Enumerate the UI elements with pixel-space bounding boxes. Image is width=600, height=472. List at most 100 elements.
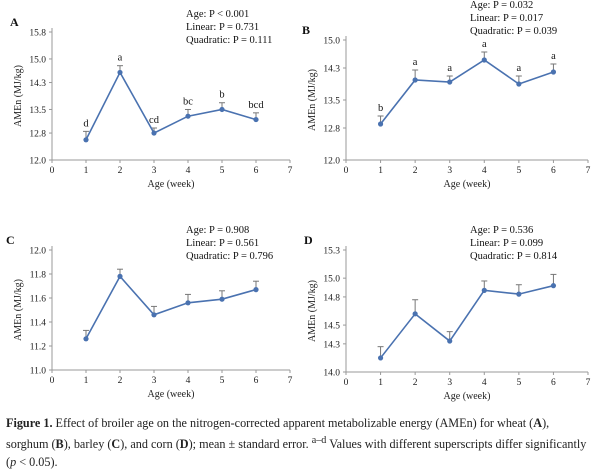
- data-point-d-5: [516, 291, 522, 297]
- x-tick-label-a-2: 2: [118, 166, 123, 176]
- y-tick-label-b-3: 14.3: [323, 65, 340, 75]
- x-tick-label-a-3: 3: [152, 166, 157, 176]
- y-tick-label-d-4: 15.0: [323, 275, 340, 285]
- stat-line-a-1: Age: P < 0.001: [186, 9, 249, 20]
- data-point-b-2: [412, 77, 418, 83]
- y-tick-label-c-0: 11.0: [30, 367, 47, 377]
- x-tick-label-d-2: 2: [413, 378, 418, 388]
- x-tick-label-c-0: 0: [50, 376, 55, 386]
- panel-label-c: C: [6, 233, 15, 247]
- x-tick-label-a-1: 1: [84, 166, 89, 176]
- sig-letter-b-5: a: [517, 63, 522, 74]
- x-axis-title-c: Age (week): [148, 389, 195, 400]
- caption-text-6: Values with different superscripts diffe…: [6, 437, 587, 470]
- data-point-c-4: [185, 300, 191, 306]
- x-tick-label-b-7: 7: [586, 166, 591, 176]
- caption-panel-b: B: [55, 437, 64, 452]
- y-tick-label-b-1: 12.8: [323, 125, 340, 135]
- y-tick-label-c-3: 11.6: [30, 295, 47, 305]
- figure-caption: Figure 1. Effect of broiler age on the n…: [6, 414, 594, 471]
- caption-text-2: ), sorghum (: [6, 416, 550, 452]
- y-axis-title-b: AMEn (MJ/kg): [307, 69, 318, 131]
- y-tick-label-b-0: 12.0: [323, 157, 340, 167]
- stat-line-a-3: Quadratic: P = 0.111: [186, 35, 272, 46]
- x-tick-label-b-6: 6: [551, 166, 556, 176]
- y-tick-label-d-0: 14.0: [323, 369, 340, 379]
- caption-text-7: < 0.05).: [16, 455, 58, 470]
- x-axis-title-b: Age (week): [444, 179, 491, 190]
- y-tick-label-a-4: 15.0: [29, 55, 46, 65]
- y-tick-label-b-2: 13.5: [323, 97, 340, 107]
- x-tick-label-b-3: 3: [447, 166, 452, 176]
- x-tick-label-d-4: 4: [482, 378, 487, 388]
- y-tick-label-d-1: 14.3: [323, 340, 340, 350]
- data-point-c-5: [219, 296, 225, 302]
- y-tick-label-c-5: 12.0: [29, 247, 46, 257]
- sig-letter-a-3: cd: [149, 115, 160, 126]
- sig-letter-b-6: a: [551, 51, 556, 62]
- stat-line-b-2: Linear: P = 0.017: [470, 13, 543, 24]
- series-line-d: [379, 284, 554, 359]
- x-tick-label-b-0: 0: [344, 166, 349, 176]
- y-tick-label-b-4: 15.0: [323, 37, 340, 47]
- data-point-d-4: [481, 287, 487, 293]
- sig-letter-b-2: a: [413, 57, 418, 68]
- data-point-c-3: [151, 312, 157, 318]
- data-point-b-6: [550, 69, 557, 75]
- panel-label-a: A: [10, 15, 19, 29]
- data-point-a-4: [185, 113, 191, 119]
- stat-line-c-1: Age: P = 0.908: [186, 225, 249, 236]
- y-tick-label-c-1: 11.2: [30, 343, 47, 353]
- stat-line-d-3: Quadratic: P = 0.814: [470, 251, 558, 262]
- x-tick-label-a-5: 5: [220, 166, 225, 176]
- data-point-a-3: [151, 130, 157, 136]
- sig-letter-b-4: a: [482, 39, 487, 50]
- x-tick-label-c-5: 5: [220, 376, 225, 386]
- x-tick-label-d-6: 6: [551, 378, 556, 388]
- y-axis-title-d: AMEn (MJ/kg): [307, 280, 318, 342]
- y-tick-label-d-2: 14.5: [323, 322, 340, 332]
- caption-panel-d: D: [179, 437, 189, 452]
- y-tick-label-d-3: 14.8: [323, 293, 340, 303]
- sig-letter-a-1: d: [83, 118, 89, 129]
- sig-letter-a-4: bc: [183, 96, 193, 107]
- stat-line-b-3: Quadratic: P = 0.039: [470, 26, 557, 37]
- x-tick-label-d-0: 0: [344, 378, 349, 388]
- x-tick-label-d-1: 1: [378, 378, 383, 388]
- y-tick-label-a-3: 14.3: [29, 79, 46, 89]
- caption-text-3: ), barley (: [63, 437, 112, 452]
- y-tick-label-a-2: 13.5: [29, 106, 46, 116]
- caption-text-1: Effect of broiler age on the nitrogen-co…: [52, 416, 534, 430]
- caption-panel-c: C: [111, 437, 121, 452]
- y-tick-label-c-4: 11.8: [30, 271, 47, 281]
- stat-line-c-2: Linear: P = 0.561: [186, 238, 259, 249]
- x-tick-label-d-5: 5: [516, 378, 521, 388]
- stat-line-b-1: Age: P = 0.032: [470, 0, 533, 11]
- x-tick-label-c-6: 6: [254, 376, 259, 386]
- caption-superscript: a–d: [311, 435, 327, 446]
- data-point-a-6: [253, 116, 259, 123]
- data-point-a-1: [83, 137, 89, 143]
- caption-text-4: ), and corn (: [120, 437, 180, 452]
- x-tick-label-b-1: 1: [378, 166, 383, 176]
- y-tick-label-a-0: 12.0: [29, 157, 46, 167]
- data-point-d-3: [447, 338, 453, 344]
- x-tick-label-b-2: 2: [413, 166, 418, 176]
- caption-panel-a: A: [533, 416, 543, 430]
- sig-letter-b-1: b: [378, 103, 383, 114]
- data-point-b-4: [481, 57, 487, 63]
- x-tick-label-c-2: 2: [118, 376, 123, 386]
- x-tick-label-d-3: 3: [447, 378, 452, 388]
- data-point-d-1: [377, 355, 384, 361]
- x-tick-label-b-4: 4: [482, 166, 487, 176]
- x-axis-title-d: Age (week): [444, 391, 491, 402]
- stat-line-c-3: Quadratic: P = 0.796: [186, 251, 273, 262]
- x-tick-label-c-4: 4: [186, 376, 191, 386]
- y-tick-label-a-5: 15.8: [29, 29, 46, 39]
- x-tick-label-a-6: 6: [254, 166, 259, 176]
- data-point-d-6: [550, 283, 557, 289]
- y-axis-title-c: AMEn (MJ/kg): [13, 279, 24, 341]
- sig-letter-a-2: a: [118, 53, 123, 64]
- y-axis-title-a: AMEn (MJ/kg): [13, 65, 24, 127]
- caption-p-italic: p: [10, 455, 17, 470]
